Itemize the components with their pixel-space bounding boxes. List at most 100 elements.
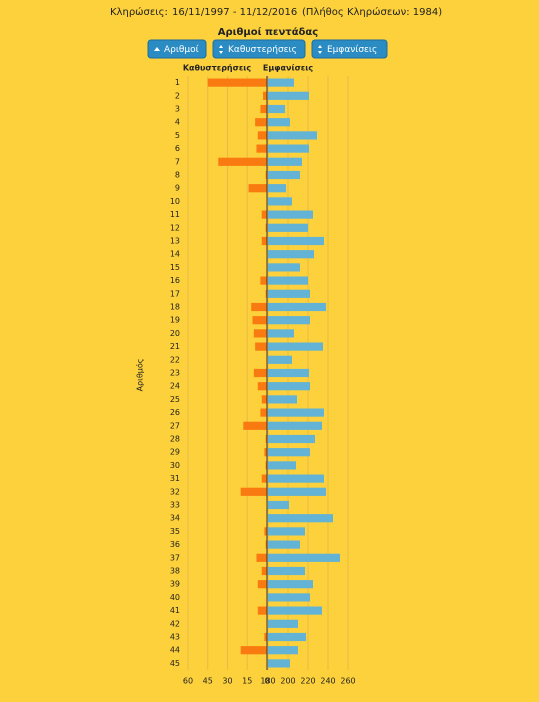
bar bbox=[268, 184, 286, 193]
y-tick-label: 3 bbox=[175, 105, 180, 114]
y-tick-label: 30 bbox=[170, 461, 180, 470]
y-tick-label: 44 bbox=[170, 646, 180, 655]
bar bbox=[260, 104, 267, 114]
button-label[interactable]: Αριθμοί bbox=[164, 45, 199, 55]
header-range: 16/11/1997 - 11/12/2016 bbox=[172, 7, 297, 18]
bar bbox=[257, 606, 267, 615]
bar bbox=[268, 382, 310, 391]
y-tick-label: 45 bbox=[170, 659, 180, 668]
y-tick-label: 1 bbox=[175, 78, 180, 87]
bar bbox=[268, 659, 290, 668]
y-tick-label: 16 bbox=[170, 276, 180, 285]
button[interactable]: Εμφανίσεις bbox=[311, 39, 388, 59]
y-tick-label: 34 bbox=[170, 514, 180, 523]
bar bbox=[268, 263, 300, 272]
bar bbox=[268, 593, 310, 602]
legend-label: Καθυστερήσεις bbox=[183, 64, 252, 73]
bar bbox=[268, 448, 310, 457]
y-tick-label: 40 bbox=[170, 593, 180, 602]
bar bbox=[268, 250, 314, 259]
bar bbox=[261, 566, 267, 576]
bar bbox=[268, 302, 326, 312]
bar bbox=[268, 329, 294, 338]
bar bbox=[268, 474, 324, 483]
bar bbox=[268, 368, 309, 378]
y-tick-label: 4 bbox=[175, 118, 180, 127]
bar bbox=[264, 448, 267, 457]
y-tick-label: 13 bbox=[170, 237, 180, 246]
y-tick-label: 37 bbox=[170, 553, 180, 562]
bar bbox=[268, 78, 294, 87]
bar bbox=[268, 514, 333, 523]
y-tick-label: 23 bbox=[170, 369, 180, 378]
x2-tick-label: 220 bbox=[300, 677, 315, 686]
bar bbox=[207, 78, 267, 87]
bar bbox=[218, 157, 267, 166]
y-tick-label: 9 bbox=[175, 184, 180, 193]
bar bbox=[268, 104, 285, 114]
bar bbox=[261, 474, 267, 483]
bar bbox=[268, 342, 323, 351]
bar bbox=[265, 223, 267, 232]
bar bbox=[248, 184, 267, 193]
y-tick-label: 36 bbox=[170, 540, 180, 549]
x-tick-label: 0 bbox=[264, 677, 269, 686]
bar bbox=[261, 395, 267, 404]
bar bbox=[268, 316, 310, 325]
button-bg[interactable] bbox=[147, 39, 207, 59]
bar bbox=[256, 144, 267, 153]
y-tick-label: 7 bbox=[175, 157, 180, 166]
bar bbox=[264, 632, 267, 642]
y-tick-label: 10 bbox=[170, 197, 180, 206]
bar bbox=[268, 487, 326, 496]
x2-tick-label: 260 bbox=[340, 677, 355, 686]
button-bg[interactable] bbox=[212, 39, 306, 59]
bar bbox=[268, 289, 310, 298]
bar bbox=[240, 487, 267, 496]
bar bbox=[264, 527, 267, 536]
button-label[interactable]: Καθυστερήσεις bbox=[228, 45, 297, 55]
y-tick-label: 43 bbox=[170, 633, 180, 642]
bar bbox=[265, 434, 267, 444]
icon bbox=[154, 47, 160, 51]
icon bbox=[318, 45, 322, 54]
bar bbox=[268, 619, 298, 628]
bar bbox=[268, 527, 305, 536]
bar bbox=[257, 131, 267, 140]
bar bbox=[260, 408, 267, 417]
x-tick-label: 15 bbox=[242, 677, 252, 686]
y-tick-label: 6 bbox=[175, 144, 180, 153]
button[interactable]: Αριθμοί bbox=[147, 39, 207, 59]
x2-tick-label: 200 bbox=[280, 677, 295, 686]
bar bbox=[251, 302, 267, 312]
button-label[interactable]: Εμφανίσεις bbox=[327, 45, 377, 55]
bar bbox=[268, 144, 309, 153]
y-tick-label: 18 bbox=[170, 303, 180, 312]
bar bbox=[268, 540, 300, 549]
y-tick-label: 32 bbox=[170, 487, 180, 496]
bar bbox=[268, 421, 322, 430]
bar bbox=[268, 91, 309, 100]
bar bbox=[265, 461, 267, 470]
y-tick-label: 42 bbox=[170, 619, 180, 628]
bar bbox=[257, 580, 267, 589]
bar bbox=[263, 91, 267, 100]
button[interactable]: Καθυστερήσεις bbox=[212, 39, 306, 59]
y-tick-label: 19 bbox=[170, 316, 180, 325]
chart-title: Αριθμοί πεντάδας bbox=[218, 26, 319, 38]
bar bbox=[260, 276, 267, 285]
bar bbox=[252, 316, 267, 325]
bar bbox=[268, 632, 306, 642]
bar bbox=[268, 210, 313, 219]
y-axis-label: Αριθμός bbox=[135, 359, 145, 392]
y-tick-label: 38 bbox=[170, 567, 180, 576]
y-tick-label: 25 bbox=[170, 395, 180, 404]
x-tick-label: 45 bbox=[203, 677, 213, 686]
bar bbox=[261, 210, 267, 219]
y-tick-label: 2 bbox=[175, 91, 180, 100]
button-bg[interactable] bbox=[311, 39, 388, 59]
y-tick-label: 24 bbox=[170, 382, 180, 391]
header-label: Κληρώσεις: bbox=[110, 6, 168, 18]
y-tick-label: 17 bbox=[170, 289, 180, 298]
bar bbox=[268, 566, 305, 576]
